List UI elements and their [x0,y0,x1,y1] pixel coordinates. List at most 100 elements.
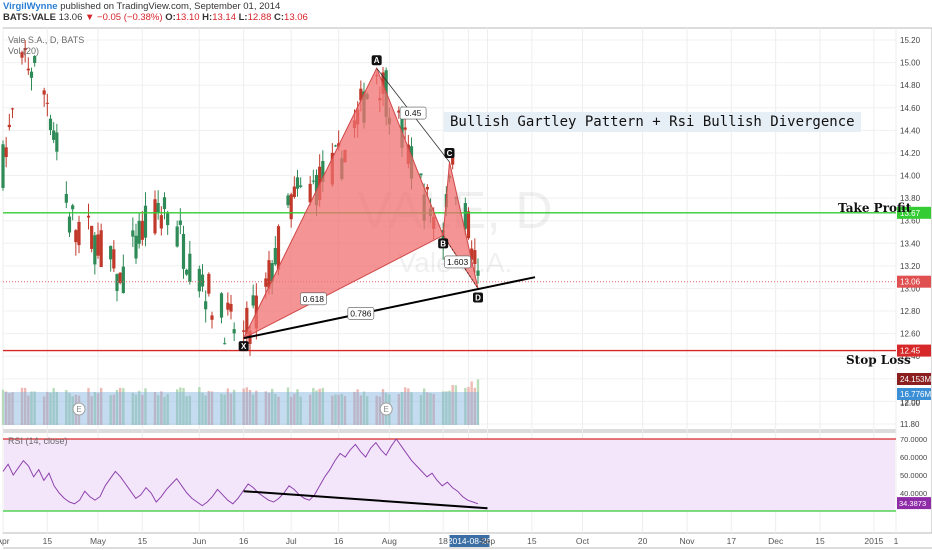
support-trendline [243,276,536,340]
volume-bar [362,391,366,425]
candle-body [48,118,53,131]
volume-ma-label-box [897,388,931,400]
volume-bar [255,390,258,425]
volume-bar [378,396,382,425]
candle-body [321,160,325,182]
price-tick-label: 14.20 [900,149,921,158]
volume-bar [274,393,277,425]
price-tick-label: 13.40 [900,239,921,248]
candle-body [223,343,227,345]
volume-bar [451,385,454,425]
pattern-point-label: X [241,342,247,351]
candle-body [286,195,290,206]
open-value: 13.10 [175,12,200,23]
volume-bar [27,395,30,425]
volume-bar [277,396,280,425]
volume-bar [223,394,226,425]
series-legend[interactable]: Vale S.A., D, BATS [8,35,85,45]
volume-bar [426,392,429,425]
volume-bar [134,394,138,425]
candle-body [26,68,30,71]
time-tick-label: Nov [679,536,695,546]
candle-body [463,203,467,229]
candle-body [299,185,303,187]
pattern-title-note[interactable]: Bullish Gartley Pattern + Rsi Bullish Di… [444,112,861,132]
volume-bar [467,386,470,425]
volume-bar [445,391,448,425]
candle-body [451,153,455,165]
ratio-box [347,307,375,320]
volume-bar [49,392,52,425]
candle-body [264,278,268,287]
volume-bar [251,394,255,425]
pattern-point-box [438,238,449,249]
crosshair-date-label: 2014-08-26 [448,536,492,546]
candle-body [121,266,125,294]
time-tick-label: 18 [438,536,448,546]
last-price-label-box [897,275,931,288]
volume-bar [30,391,33,425]
volume-bar [359,395,363,425]
last-price-label: 13.06 [900,278,921,287]
volume-legend[interactable]: Vol (20) [8,46,40,56]
stop-loss-label[interactable]: Stop Loss [846,353,911,367]
candle-body [45,102,49,104]
time-tick-label: 2015 [864,536,883,546]
candle-body [419,173,423,176]
candle-body [210,315,214,320]
volume-bar [207,390,211,425]
candle-body [118,272,122,283]
price-tick-label: 12.60 [900,330,921,339]
volume-bar [343,396,347,425]
volume-bar [11,392,14,425]
volume-bar [42,396,46,425]
volume-bar [141,395,144,425]
candle-body [229,303,233,312]
candle-body [140,220,144,240]
take-profit-label[interactable]: Take Profit [838,201,912,215]
candle-body [29,71,34,78]
volume-bar [109,395,112,425]
volume-bar [122,388,125,425]
volume-tick-label: 12.00 [900,399,921,408]
volume-bar [340,393,344,425]
stop-loss-price-label-box [897,344,931,357]
close-value: 13.06 [284,12,308,23]
candle-body [270,263,274,283]
volume-bar [137,390,141,425]
candle-body [175,226,179,247]
candle-body [226,302,230,310]
volume-bar [334,394,337,425]
candle-body [20,52,24,58]
rsi-tick-label: 70.0000 [900,435,927,444]
volume-bar [33,391,36,425]
candle-body [143,205,148,238]
volume-bar [229,393,233,425]
publish-line: VirgilWynne published on TradingView.com… [3,1,280,12]
candle-body [219,293,224,318]
volume-bar [353,391,356,425]
author-link[interactable]: VirgilWynne [3,1,58,12]
volume-bar [23,387,27,425]
candle-body [188,253,192,282]
volume-bar [410,392,413,425]
volume-value-label: 24.153M [900,375,931,384]
volume-bar [407,388,410,425]
candle-body [207,273,211,294]
pattern-point-box [371,55,382,66]
rsi-legend[interactable]: RSI (14, close) [8,436,68,446]
volume-bar [473,387,477,425]
candle-body [74,230,78,243]
volume-bar [175,389,179,425]
volume-bar [166,394,169,425]
volume-bar [185,396,188,425]
rsi-line [2,438,479,507]
candle-body [242,330,246,332]
volume-bar [296,389,299,425]
volume-bar [286,387,290,425]
candle-body [42,90,46,95]
candle-body [7,124,11,128]
candle-body [289,194,293,220]
time-tick-label: Jun [192,536,206,546]
